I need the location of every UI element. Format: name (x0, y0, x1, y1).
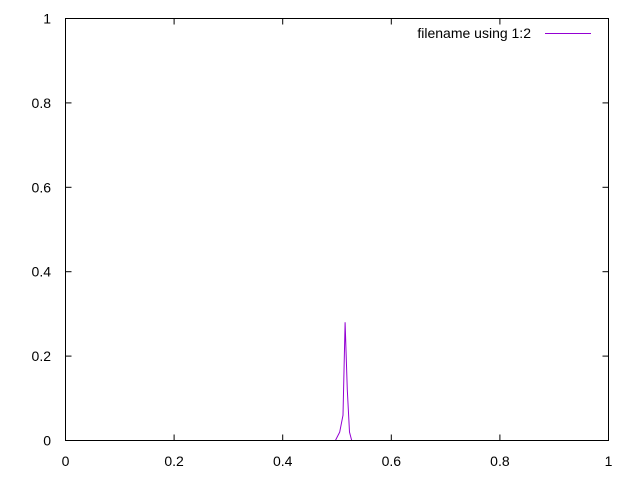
y-tick-label: 0 (43, 433, 51, 449)
y-tick-label: 0.2 (32, 348, 52, 364)
plot-frame (65, 18, 609, 441)
x-tick-label: 0.6 (382, 453, 402, 469)
legend-label: filename using 1:2 (417, 25, 531, 41)
x-tick-label: 0.2 (164, 453, 184, 469)
x-tick-label: 0.8 (490, 453, 510, 469)
y-tick-label: 0.8 (32, 95, 52, 111)
y-tick-label: 0.6 (32, 179, 52, 195)
y-tick-label: 0.4 (32, 264, 52, 280)
x-tick-label: 0 (62, 453, 70, 469)
series-line (334, 322, 353, 441)
series-group (334, 322, 353, 441)
x-tick-label: 0.4 (273, 453, 293, 469)
y-tick-label: 1 (43, 11, 51, 27)
x-tick-label: 1 (605, 453, 613, 469)
tick-labels: 0 0.2 0.4 0.6 0.8 1 0 0.2 0.4 0.6 0.8 1 (32, 11, 613, 470)
legend: filename using 1:2 (417, 25, 591, 41)
axis-ticks (65, 18, 609, 441)
